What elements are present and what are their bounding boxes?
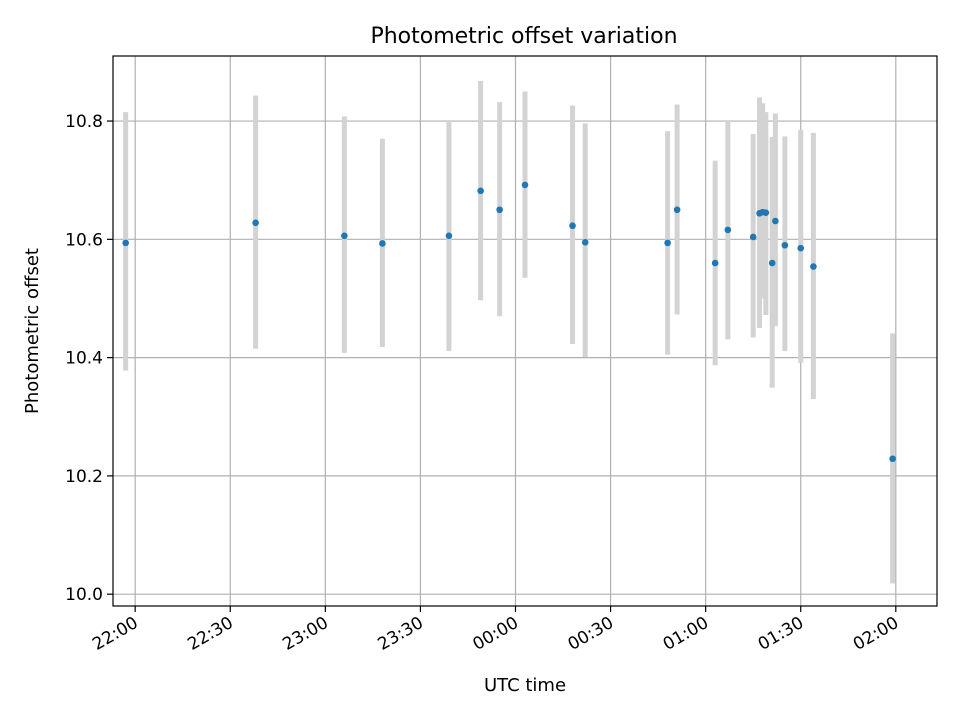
data-point: [762, 209, 770, 217]
plot-frame: [112, 55, 938, 607]
data-point: [477, 187, 484, 195]
y-tick-label: 10.2: [65, 467, 103, 487]
y-tick-label: 10.8: [65, 112, 103, 132]
y-tick-label: 10.6: [65, 230, 103, 250]
data-point: [724, 226, 732, 234]
data-point: [797, 244, 805, 252]
data-point: [768, 259, 776, 267]
chart-title: Photometric offset variation: [370, 24, 677, 49]
data-point: [810, 263, 817, 270]
data-point: [772, 217, 779, 225]
data-point: [673, 206, 681, 214]
data-point: [889, 455, 896, 463]
data-point: [252, 219, 259, 227]
y-tick-label: 10.4: [65, 349, 103, 369]
x-axis-label: UTC time: [484, 675, 566, 696]
data-points: [122, 181, 896, 463]
data-point: [122, 239, 129, 247]
data-point: [496, 206, 503, 214]
data-point: [664, 239, 671, 247]
data-point: [341, 232, 348, 240]
data-point: [781, 241, 789, 249]
data-point: [521, 181, 529, 189]
y-axis-label: Photometric offset: [22, 248, 43, 414]
data-point: [749, 233, 757, 241]
data-point: [569, 222, 576, 230]
data-point: [711, 259, 719, 267]
data-point: [379, 240, 386, 247]
data-point: [445, 232, 453, 240]
data-point: [581, 238, 589, 246]
y-tick-label: 10.0: [65, 585, 103, 605]
